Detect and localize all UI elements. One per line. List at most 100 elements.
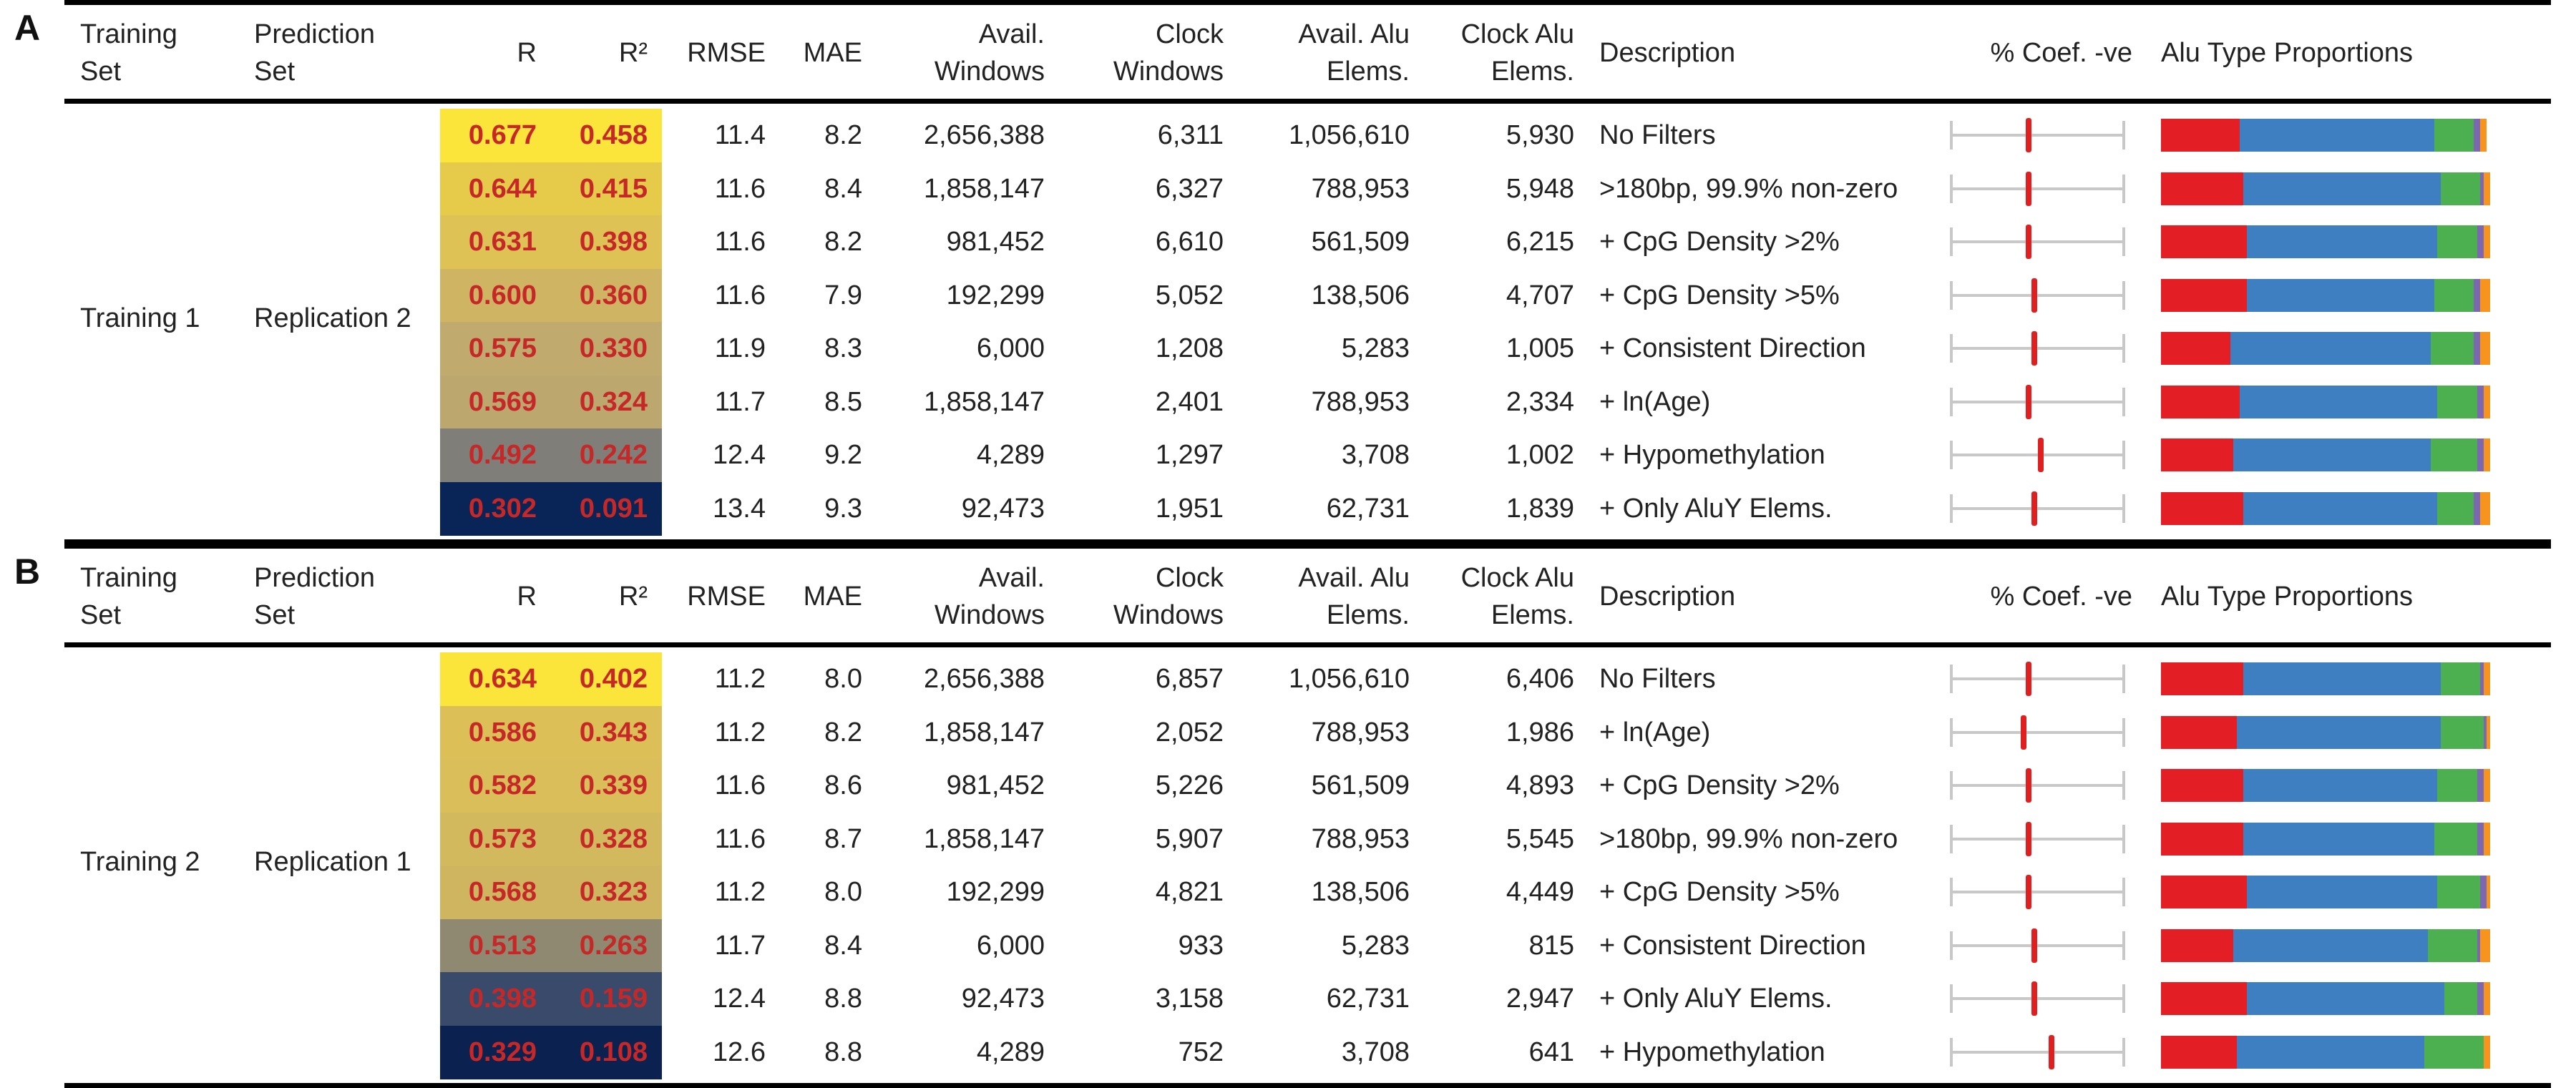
- alu-segment: [2236, 1035, 2424, 1069]
- value-mae: 9.2: [824, 440, 862, 470]
- heat-cell-r: [440, 972, 551, 1026]
- value-r2: 0.091: [579, 493, 648, 524]
- row-description: >180bp, 99.9% non-zero: [1599, 823, 1898, 854]
- alu-segment: [2480, 876, 2487, 909]
- value-rmse: 11.6: [714, 823, 766, 854]
- coef-negative-marker: [2031, 331, 2037, 366]
- header-avail-alu-line: Elems.: [1326, 57, 1410, 87]
- value-clock-alu: 5,930: [1506, 120, 1574, 150]
- alu-segment: [2161, 172, 2243, 205]
- header-alu-proportions: Alu Type Proportions: [2161, 38, 2414, 68]
- value-r2: 0.323: [579, 877, 648, 907]
- coef-track: [1950, 187, 2125, 190]
- alu-segment: [2161, 491, 2243, 525]
- value-avail-alu: 62,731: [1326, 493, 1410, 524]
- heat-cell-r: [440, 866, 551, 919]
- coef-negative-marker: [2026, 225, 2032, 260]
- coef-cap-right: [2122, 931, 2125, 960]
- coef-track: [1950, 293, 2125, 297]
- heat-cell-r: [440, 215, 551, 269]
- coef-cap-left: [1950, 665, 1953, 694]
- coef-track: [1950, 784, 2125, 788]
- alu-segment: [2161, 438, 2234, 472]
- alu-segment: [2161, 769, 2243, 803]
- header-prediction-set-line: Prediction: [254, 19, 375, 49]
- value-clock-alu: 815: [1528, 930, 1574, 961]
- heat-cell-r2: [551, 866, 662, 919]
- row-description: + Consistent Direction: [1599, 930, 1866, 961]
- value-r: 0.677: [468, 120, 537, 150]
- header-avail-windows: Avail. Windows: [902, 16, 1045, 90]
- coef-cap-right: [2122, 717, 2125, 747]
- heat-cell-r2: [551, 812, 662, 866]
- alu-segment: [2483, 769, 2490, 803]
- value-r2: 0.343: [579, 717, 648, 748]
- prediction-set-label: Replication 2: [254, 303, 411, 333]
- coef-track: [1950, 454, 2125, 457]
- header-avail-windows-line: Avail.: [978, 563, 1045, 593]
- value-avail-alu: 788,953: [1311, 173, 1410, 204]
- coef-cap-left: [1950, 174, 1953, 203]
- value-avail-alu: 1,056,610: [1288, 120, 1410, 150]
- value-avail-windows: 4,289: [976, 440, 1045, 470]
- alu-segment: [2483, 982, 2490, 1016]
- value-mae: 8.7: [824, 823, 862, 854]
- header-prediction-set: Prediction Set: [254, 16, 375, 90]
- heat-cell-r2: [551, 918, 662, 973]
- heat-cell-r2: [551, 972, 662, 1026]
- value-rmse: 11.6: [714, 227, 766, 257]
- coef-track: [1950, 837, 2125, 840]
- value-r: 0.492: [468, 440, 537, 470]
- coef-cap-right: [2122, 1037, 2125, 1067]
- value-r: 0.329: [468, 1036, 537, 1067]
- alu-segment: [2434, 278, 2474, 312]
- header-description: Description: [1599, 582, 1736, 612]
- alu-segment: [2441, 662, 2481, 696]
- heat-cell-r2: [551, 375, 662, 429]
- coef-track: [1950, 506, 2125, 510]
- value-avail-alu: 3,708: [1341, 440, 1410, 470]
- value-clock-alu: 641: [1528, 1036, 1574, 1067]
- header-r: R: [517, 38, 537, 68]
- value-mae: 9.3: [824, 493, 862, 524]
- coef-track: [1950, 997, 2125, 1001]
- heat-cell-r: [440, 759, 551, 813]
- alu-segment: [2161, 278, 2247, 312]
- header-avail-alu-line: Avail. Alu: [1298, 563, 1410, 593]
- alu-segment: [2444, 982, 2477, 1016]
- alu-segment: [2161, 715, 2237, 749]
- alu-segment: [2473, 332, 2481, 366]
- alu-segment: [2233, 928, 2428, 962]
- coef-cap-left: [1950, 227, 1953, 257]
- coef-cap-left: [1950, 494, 1953, 523]
- alu-segment: [2243, 769, 2438, 803]
- heat-cell-r2: [551, 759, 662, 813]
- coef-cap-right: [2122, 121, 2125, 150]
- header-avail-windows-line: Windows: [934, 600, 1045, 630]
- coef-cap-left: [1950, 717, 1953, 747]
- alu-segment: [2480, 278, 2490, 312]
- alu-segment: [2161, 822, 2243, 856]
- heat-cell-r: [440, 481, 551, 536]
- value-clock-alu: 4,893: [1506, 770, 1574, 800]
- value-rmse: 12.4: [713, 440, 766, 470]
- bottom-rule: [64, 539, 2551, 544]
- value-r: 0.302: [468, 493, 537, 524]
- header-prediction-set-line: Set: [254, 57, 296, 87]
- row-description: + Hypomethylation: [1599, 440, 1825, 470]
- value-clock-windows: 933: [1178, 930, 1224, 961]
- value-clock-alu: 2,947: [1506, 984, 1574, 1014]
- coef-cap-right: [2122, 984, 2125, 1014]
- alu-segment: [2431, 438, 2477, 472]
- value-clock-windows: 6,857: [1155, 664, 1224, 694]
- heat-cell-r: [440, 428, 551, 482]
- alu-segment: [2473, 491, 2481, 525]
- value-r2: 0.360: [579, 280, 648, 310]
- value-clock-windows: 5,226: [1155, 770, 1224, 800]
- header-clock-alu-line: Clock Alu: [1460, 563, 1574, 593]
- top-rule: [64, 0, 2551, 5]
- heat-cell-r2: [551, 652, 662, 706]
- header-training-set-line: Set: [80, 600, 122, 630]
- value-rmse: 11.2: [714, 717, 766, 748]
- header-clock-alu-line: Clock Alu: [1460, 19, 1574, 49]
